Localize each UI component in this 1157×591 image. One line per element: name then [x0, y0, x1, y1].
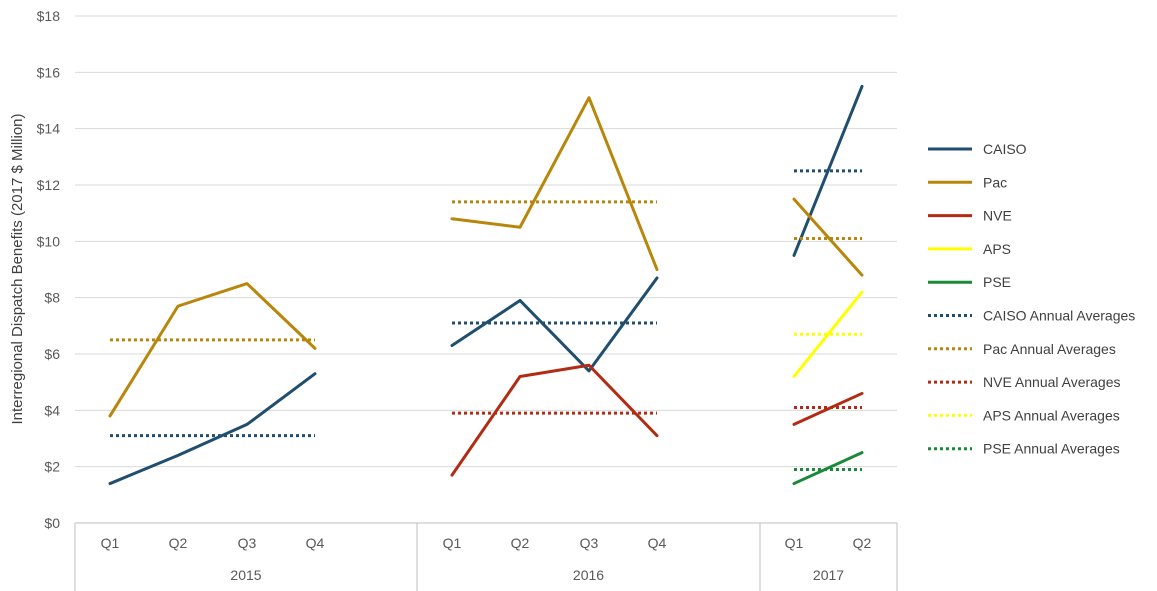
- series-line-caiso: [108, 372, 317, 486]
- y-axis-title: Interregional Dispatch Benefits (2017 $ …: [9, 114, 26, 425]
- x-tick-label: Q2: [511, 535, 530, 551]
- series-line-nve: [450, 363, 659, 477]
- legend-label: CAISO Annual Averages: [983, 308, 1135, 324]
- y-tick-label: $0: [44, 515, 60, 531]
- series-line-nve: [792, 391, 864, 426]
- x-tick-label: Q1: [101, 535, 120, 551]
- x-tick-label: Q1: [443, 535, 462, 551]
- x-tick-label: Q3: [580, 535, 599, 551]
- y-tick-label: $12: [37, 177, 61, 193]
- legend-label: PSE Annual Averages: [983, 441, 1120, 457]
- x-group-label: 2016: [573, 567, 604, 583]
- x-group-label: 2015: [230, 567, 261, 583]
- legend-label: NVE Annual Averages: [983, 374, 1121, 390]
- legend-label: NVE: [983, 208, 1012, 224]
- series-line-pac: [792, 197, 864, 277]
- x-tick-label: Q3: [238, 535, 257, 551]
- y-tick-label: $4: [44, 402, 60, 418]
- x-tick-label: Q4: [648, 535, 667, 551]
- x-tick-label: Q2: [169, 535, 188, 551]
- series-line-pac: [450, 96, 659, 271]
- series-line-pse: [792, 451, 864, 486]
- legend-label: Pac: [983, 174, 1007, 190]
- y-tick-label: $2: [44, 459, 60, 475]
- legend-label: Pac Annual Averages: [983, 341, 1116, 357]
- y-tick-label: $8: [44, 290, 60, 306]
- legend-label: CAISO: [983, 141, 1027, 157]
- legend-label: PSE: [983, 274, 1011, 290]
- x-tick-label: Q4: [306, 535, 325, 551]
- series-line-pac: [108, 282, 317, 418]
- series-line-caiso: [792, 84, 864, 257]
- series-line-aps: [792, 290, 864, 379]
- legend-label: APS Annual Averages: [983, 407, 1120, 423]
- y-tick-label: $6: [44, 346, 60, 362]
- y-tick-label: $18: [37, 8, 61, 24]
- legend-label: APS: [983, 241, 1011, 257]
- y-tick-label: $16: [37, 64, 61, 80]
- y-tick-label: $14: [37, 121, 61, 137]
- x-tick-label: Q2: [853, 535, 872, 551]
- x-tick-label: Q1: [785, 535, 804, 551]
- y-tick-label: $10: [37, 233, 61, 249]
- x-group-label: 2017: [813, 567, 844, 583]
